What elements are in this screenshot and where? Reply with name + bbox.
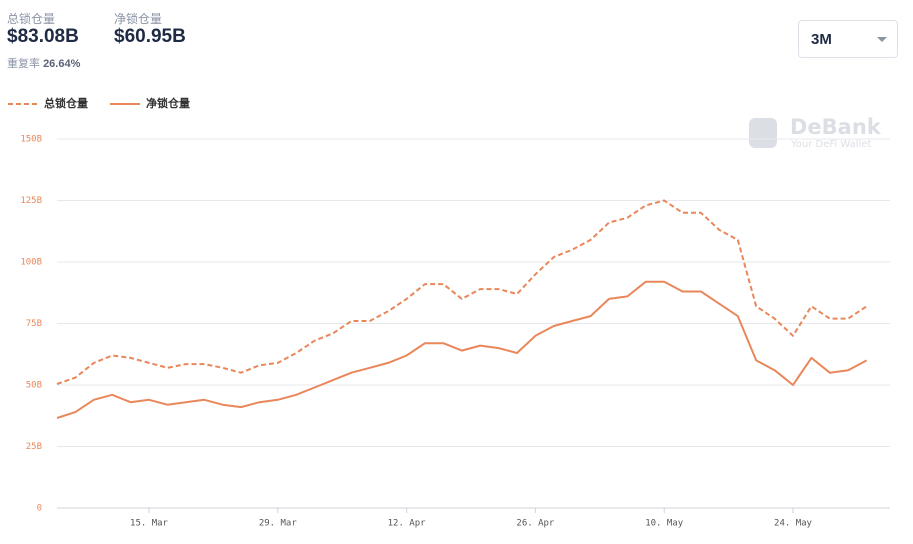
- brand: DeBank: [790, 115, 882, 139]
- ratio-value: 26.64%: [43, 58, 81, 70]
- legend-label: 总锁仓量: [44, 96, 88, 110]
- y-tick-label: 25B: [26, 442, 42, 452]
- logo: [749, 118, 777, 148]
- tagline: Your DeFi Wallet: [790, 139, 871, 150]
- x-tick-label: 10. May: [645, 519, 684, 529]
- series-line: [56, 280, 868, 419]
- net-label: 净锁仓量: [114, 12, 163, 26]
- x-tick-label: 15. Mar: [130, 519, 169, 529]
- total-value: $83.08B: [7, 26, 79, 47]
- x-tick-label: 24. May: [774, 519, 813, 529]
- legend-label: 净锁仓量: [146, 96, 190, 110]
- range-value: 3M: [811, 31, 832, 48]
- ratio-label: 重复率: [7, 58, 40, 70]
- x-tick-label: 29. Mar: [259, 519, 298, 529]
- y-tick-label: 50B: [26, 381, 42, 391]
- y-tick-label: 150B: [20, 135, 42, 145]
- y-tick-label: 75B: [26, 319, 42, 329]
- net-value: $60.95B: [114, 26, 186, 47]
- dropdown-caret: [877, 37, 887, 42]
- y-tick-label: 125B: [20, 196, 42, 206]
- y-tick-label: 0: [37, 504, 42, 514]
- total-label: 总锁仓量: [7, 12, 56, 26]
- watermark: DeBank Your DeFi Wallet: [749, 115, 882, 150]
- x-tick-label: 26. Apr: [516, 519, 555, 529]
- range-select[interactable]: 3M: [798, 20, 898, 58]
- ratio: 重复率 26.64%: [7, 55, 80, 71]
- series-line: [56, 199, 868, 385]
- x-tick-label: 12. Apr: [388, 519, 427, 529]
- y-tick-label: 100B: [20, 258, 42, 268]
